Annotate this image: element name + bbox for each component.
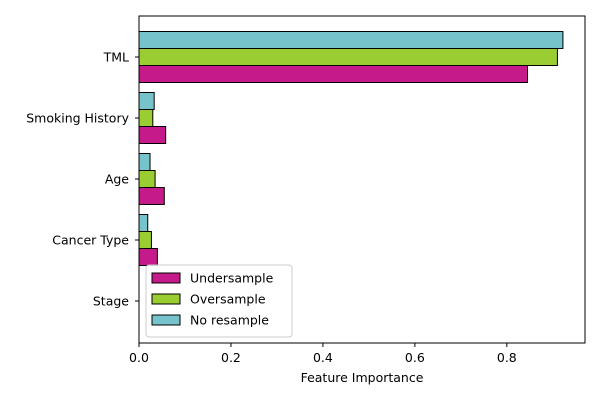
- x-axis: 0.0 0.2 0.4 0.6 0.8: [129, 343, 517, 365]
- bar-no-resample-tml: [138, 31, 564, 49]
- bar-undersample-cancer-type: [138, 248, 158, 266]
- y-axis: TML Smoking History Age Cancer Type Stage: [26, 50, 139, 309]
- legend-label: Oversample: [190, 292, 266, 307]
- bars-layer: [138, 31, 564, 266]
- x-axis-label: Feature Importance: [301, 370, 424, 385]
- bar-no-resample-smoking-history: [138, 92, 155, 110]
- bar-oversample-cancer-type: [138, 231, 152, 249]
- legend-swatch: [151, 314, 181, 326]
- y-tick-label: Stage: [93, 294, 129, 309]
- x-tick-label: 0.4: [313, 350, 333, 365]
- bar-no-resample-cancer-type: [138, 214, 149, 232]
- bar-undersample-smoking-history: [138, 126, 167, 144]
- legend-label: Undersample: [190, 271, 274, 286]
- x-tick-label: 0.8: [497, 350, 517, 365]
- bar-oversample-smoking-history: [138, 109, 154, 127]
- legend-swatch: [151, 272, 181, 284]
- legend-box: [145, 264, 293, 338]
- x-tick-label: 0.2: [221, 350, 241, 365]
- x-tick-label: 0.6: [405, 350, 425, 365]
- bar-undersample-age: [138, 187, 165, 205]
- bar-no-resample-age: [138, 153, 151, 171]
- legend: Undersample Oversample No resample: [145, 264, 293, 338]
- y-tick-label: Cancer Type: [52, 233, 129, 248]
- x-tick-label: 0.0: [129, 350, 149, 365]
- bar-undersample-tml: [138, 65, 529, 83]
- y-tick-label: Age: [105, 172, 129, 187]
- y-tick-label: TML: [103, 50, 129, 65]
- legend-swatch: [151, 293, 181, 305]
- bar-oversample-tml: [138, 48, 558, 66]
- legend-label: No resample: [190, 313, 269, 328]
- y-tick-label: Smoking History: [26, 111, 129, 126]
- bar-oversample-age: [138, 170, 156, 188]
